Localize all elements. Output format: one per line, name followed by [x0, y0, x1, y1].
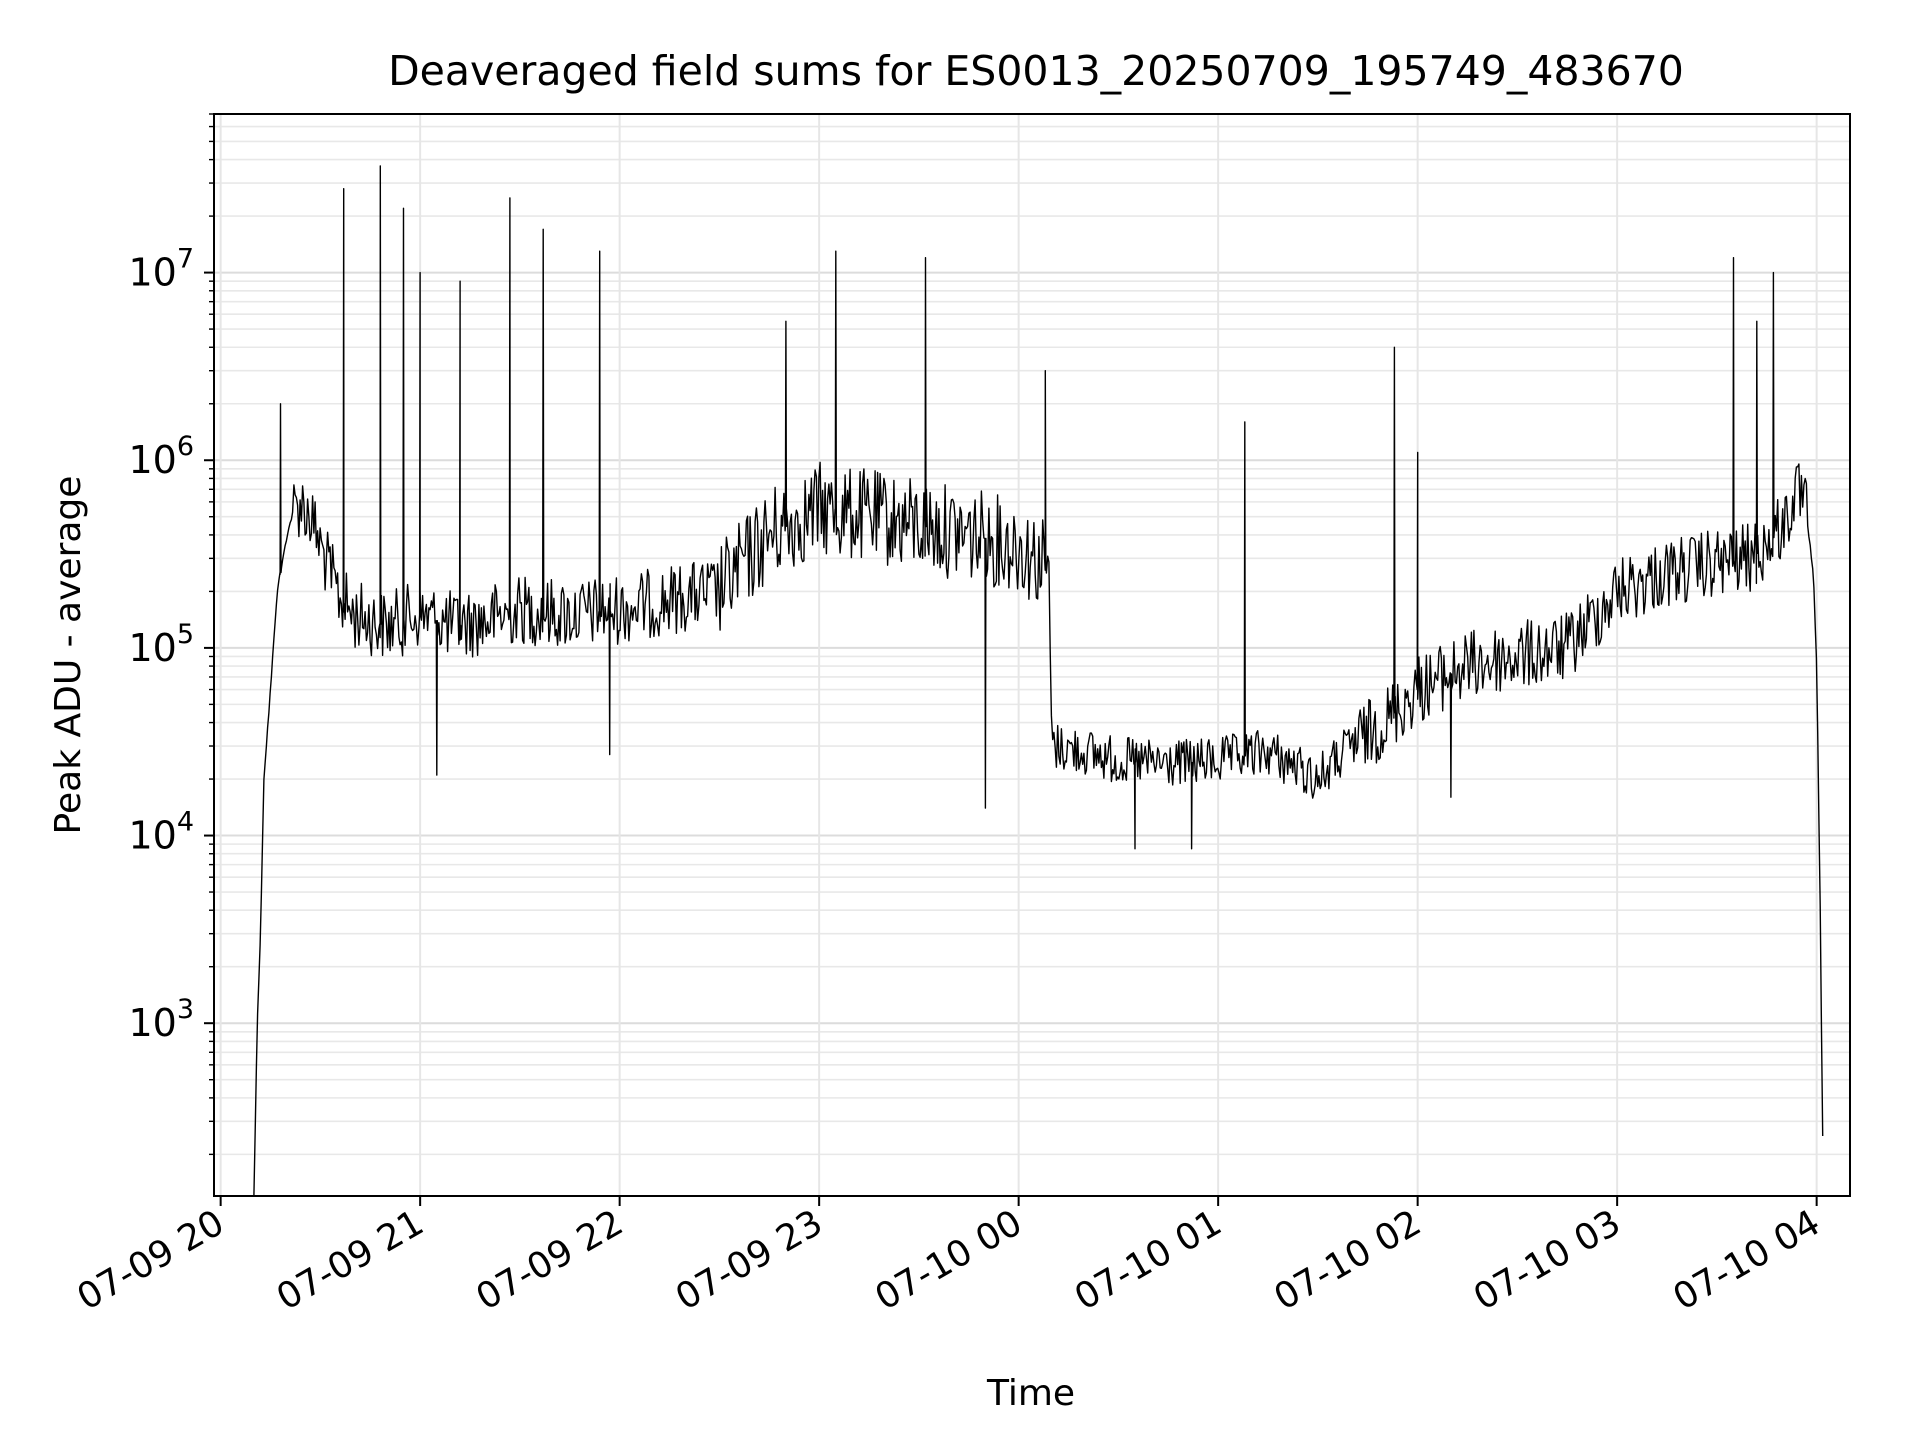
- y-tick-label: 104: [128, 807, 194, 858]
- x-axis-label: Time: [986, 1373, 1075, 1414]
- plot-frame: [213, 113, 1851, 1197]
- y-axis: 103 104 105 106 107: [128, 113, 214, 1156]
- y-axis-label: Peak ADU - average: [48, 476, 89, 835]
- chart-title: Deaveraged field sums for ES0013_2025070…: [388, 47, 1684, 95]
- y-tick-label: 107: [128, 244, 194, 295]
- grid: [214, 113, 1850, 1196]
- series-line: [253, 165, 1824, 1197]
- y-tick-label: 103: [128, 994, 194, 1045]
- y-tick-label: 105: [128, 619, 194, 670]
- y-tick-label: 106: [128, 431, 194, 482]
- plot-area: [253, 165, 1824, 1197]
